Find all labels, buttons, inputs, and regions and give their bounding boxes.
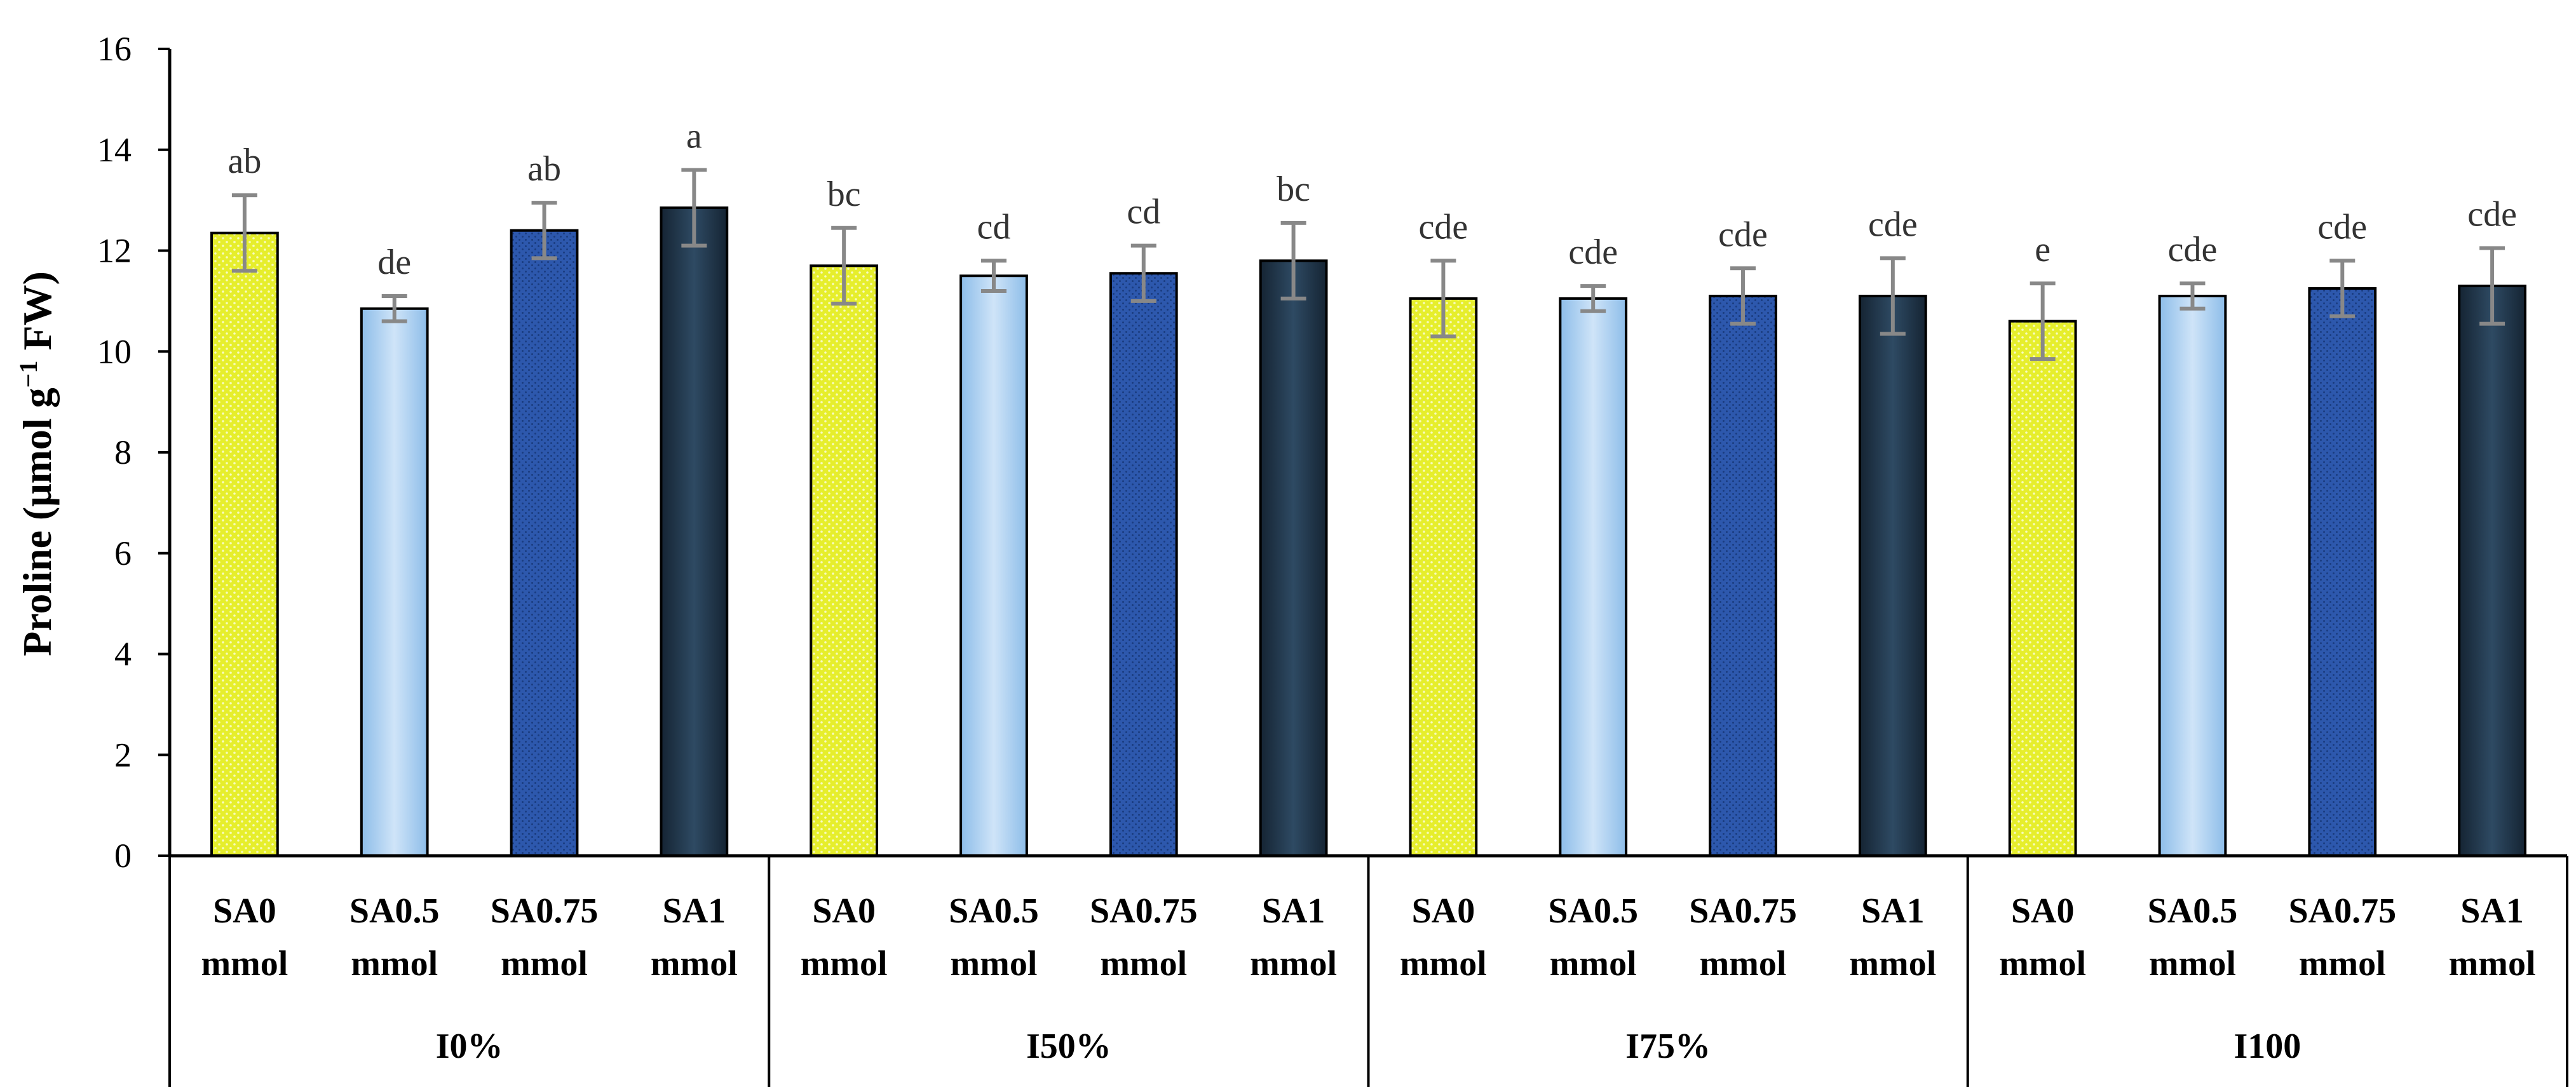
x-tick-label: SA0 <box>2011 891 2075 931</box>
bar <box>2158 294 2227 857</box>
bar <box>810 264 879 857</box>
x-tick-label: mmol <box>1100 944 1187 983</box>
x-tick-label: SA0.5 <box>349 891 440 931</box>
significance-label: e <box>2035 230 2051 269</box>
x-tick-label: mmol <box>951 944 1038 983</box>
significance-label: cde <box>2317 207 2367 246</box>
x-tick-label: mmol <box>1400 944 1487 983</box>
y-tick-label: 8 <box>114 433 132 471</box>
bars: ab de ab a bc cd cd bc cde cde cde cde e cde cde cde <box>210 117 2526 857</box>
group-label: I0% <box>436 1027 503 1066</box>
significance-label: de <box>377 243 411 282</box>
bar <box>360 307 429 857</box>
x-tick-label: SA0 <box>1412 891 1475 931</box>
significance-label: cde <box>1718 215 1768 254</box>
x-tick-label: mmol <box>2299 944 2386 983</box>
x-tick-label: SA0.5 <box>2148 891 2238 931</box>
y-tick-label: 12 <box>97 232 132 270</box>
y-tick-label: 10 <box>97 332 132 370</box>
significance-label: cd <box>977 207 1011 246</box>
x-tick-label: SA0 <box>812 891 876 931</box>
group-label: I100 <box>2234 1027 2301 1066</box>
x-tick-label: SA0.5 <box>949 891 1039 931</box>
significance-label: cd <box>1127 192 1160 232</box>
significance-label: a <box>686 117 702 156</box>
bar <box>1858 294 1927 857</box>
x-tick-label: SA1 <box>1262 891 1325 931</box>
x-tick-label: mmol <box>501 944 588 983</box>
x-tick-label: SA0.75 <box>1090 891 1198 931</box>
significance-label: cde <box>2168 230 2218 269</box>
bar <box>1109 272 1178 857</box>
bar <box>2008 320 2077 857</box>
x-tick-label: mmol <box>651 944 738 983</box>
y-tick-label: 16 <box>97 30 132 68</box>
bar <box>1709 294 1777 857</box>
bar <box>1559 297 1628 857</box>
group-label: I75% <box>1625 1027 1711 1066</box>
bar <box>2308 287 2377 857</box>
significance-label: bc <box>1277 170 1310 209</box>
y-tick-label: 4 <box>114 635 132 673</box>
x-tick-label: SA0.75 <box>2288 891 2396 931</box>
x-axis: SA0 mmol SA0.5 mmol SA0.75 mmol SA1 mmol I0% SA0 m… <box>168 854 2568 1087</box>
x-tick-label: SA0.75 <box>491 891 599 931</box>
y-tick-label: 6 <box>114 534 132 572</box>
bar <box>1259 259 1328 857</box>
significance-label: cde <box>1568 233 1618 272</box>
x-tick-label: SA0.75 <box>1689 891 1797 931</box>
y-tick-label: 0 <box>114 837 132 875</box>
x-tick-label: mmol <box>1999 944 2086 983</box>
x-tick-label: mmol <box>201 944 288 983</box>
significance-label: cde <box>1868 205 1918 244</box>
x-tick-label: mmol <box>2449 944 2536 983</box>
y-axis: 0 2 4 6 8 10 12 14 16 <box>97 30 172 875</box>
x-tick-label: mmol <box>351 944 438 983</box>
significance-label: ab <box>227 142 261 181</box>
bar <box>1409 297 1478 857</box>
significance-label: cde <box>1419 207 1468 246</box>
bar <box>510 229 579 857</box>
x-tick-label: SA1 <box>663 891 726 931</box>
bar <box>210 231 279 857</box>
bar <box>660 206 729 857</box>
group-label: I50% <box>1026 1027 1111 1066</box>
x-tick-label: mmol <box>2149 944 2236 983</box>
y-tick-label: 14 <box>97 131 132 169</box>
x-tick-label: SA1 <box>1861 891 1925 931</box>
y-tick-label: 2 <box>114 736 132 774</box>
x-tick-label: mmol <box>1849 944 1936 983</box>
x-tick-label: mmol <box>1550 944 1637 983</box>
significance-label: ab <box>527 149 561 189</box>
y-axis-title: Proline (μmol g−1 FW) <box>14 271 60 656</box>
bar <box>959 274 1028 857</box>
significance-label: bc <box>827 175 861 214</box>
bar <box>2458 285 2526 857</box>
significance-label: cde <box>2467 195 2517 234</box>
x-tick-label: mmol <box>1700 944 1787 983</box>
x-tick-label: SA0 <box>213 891 276 931</box>
x-tick-label: mmol <box>801 944 888 983</box>
x-tick-label: SA0.5 <box>1548 891 1638 931</box>
x-tick-label: mmol <box>1250 944 1337 983</box>
x-tick-label: SA1 <box>2460 891 2524 931</box>
